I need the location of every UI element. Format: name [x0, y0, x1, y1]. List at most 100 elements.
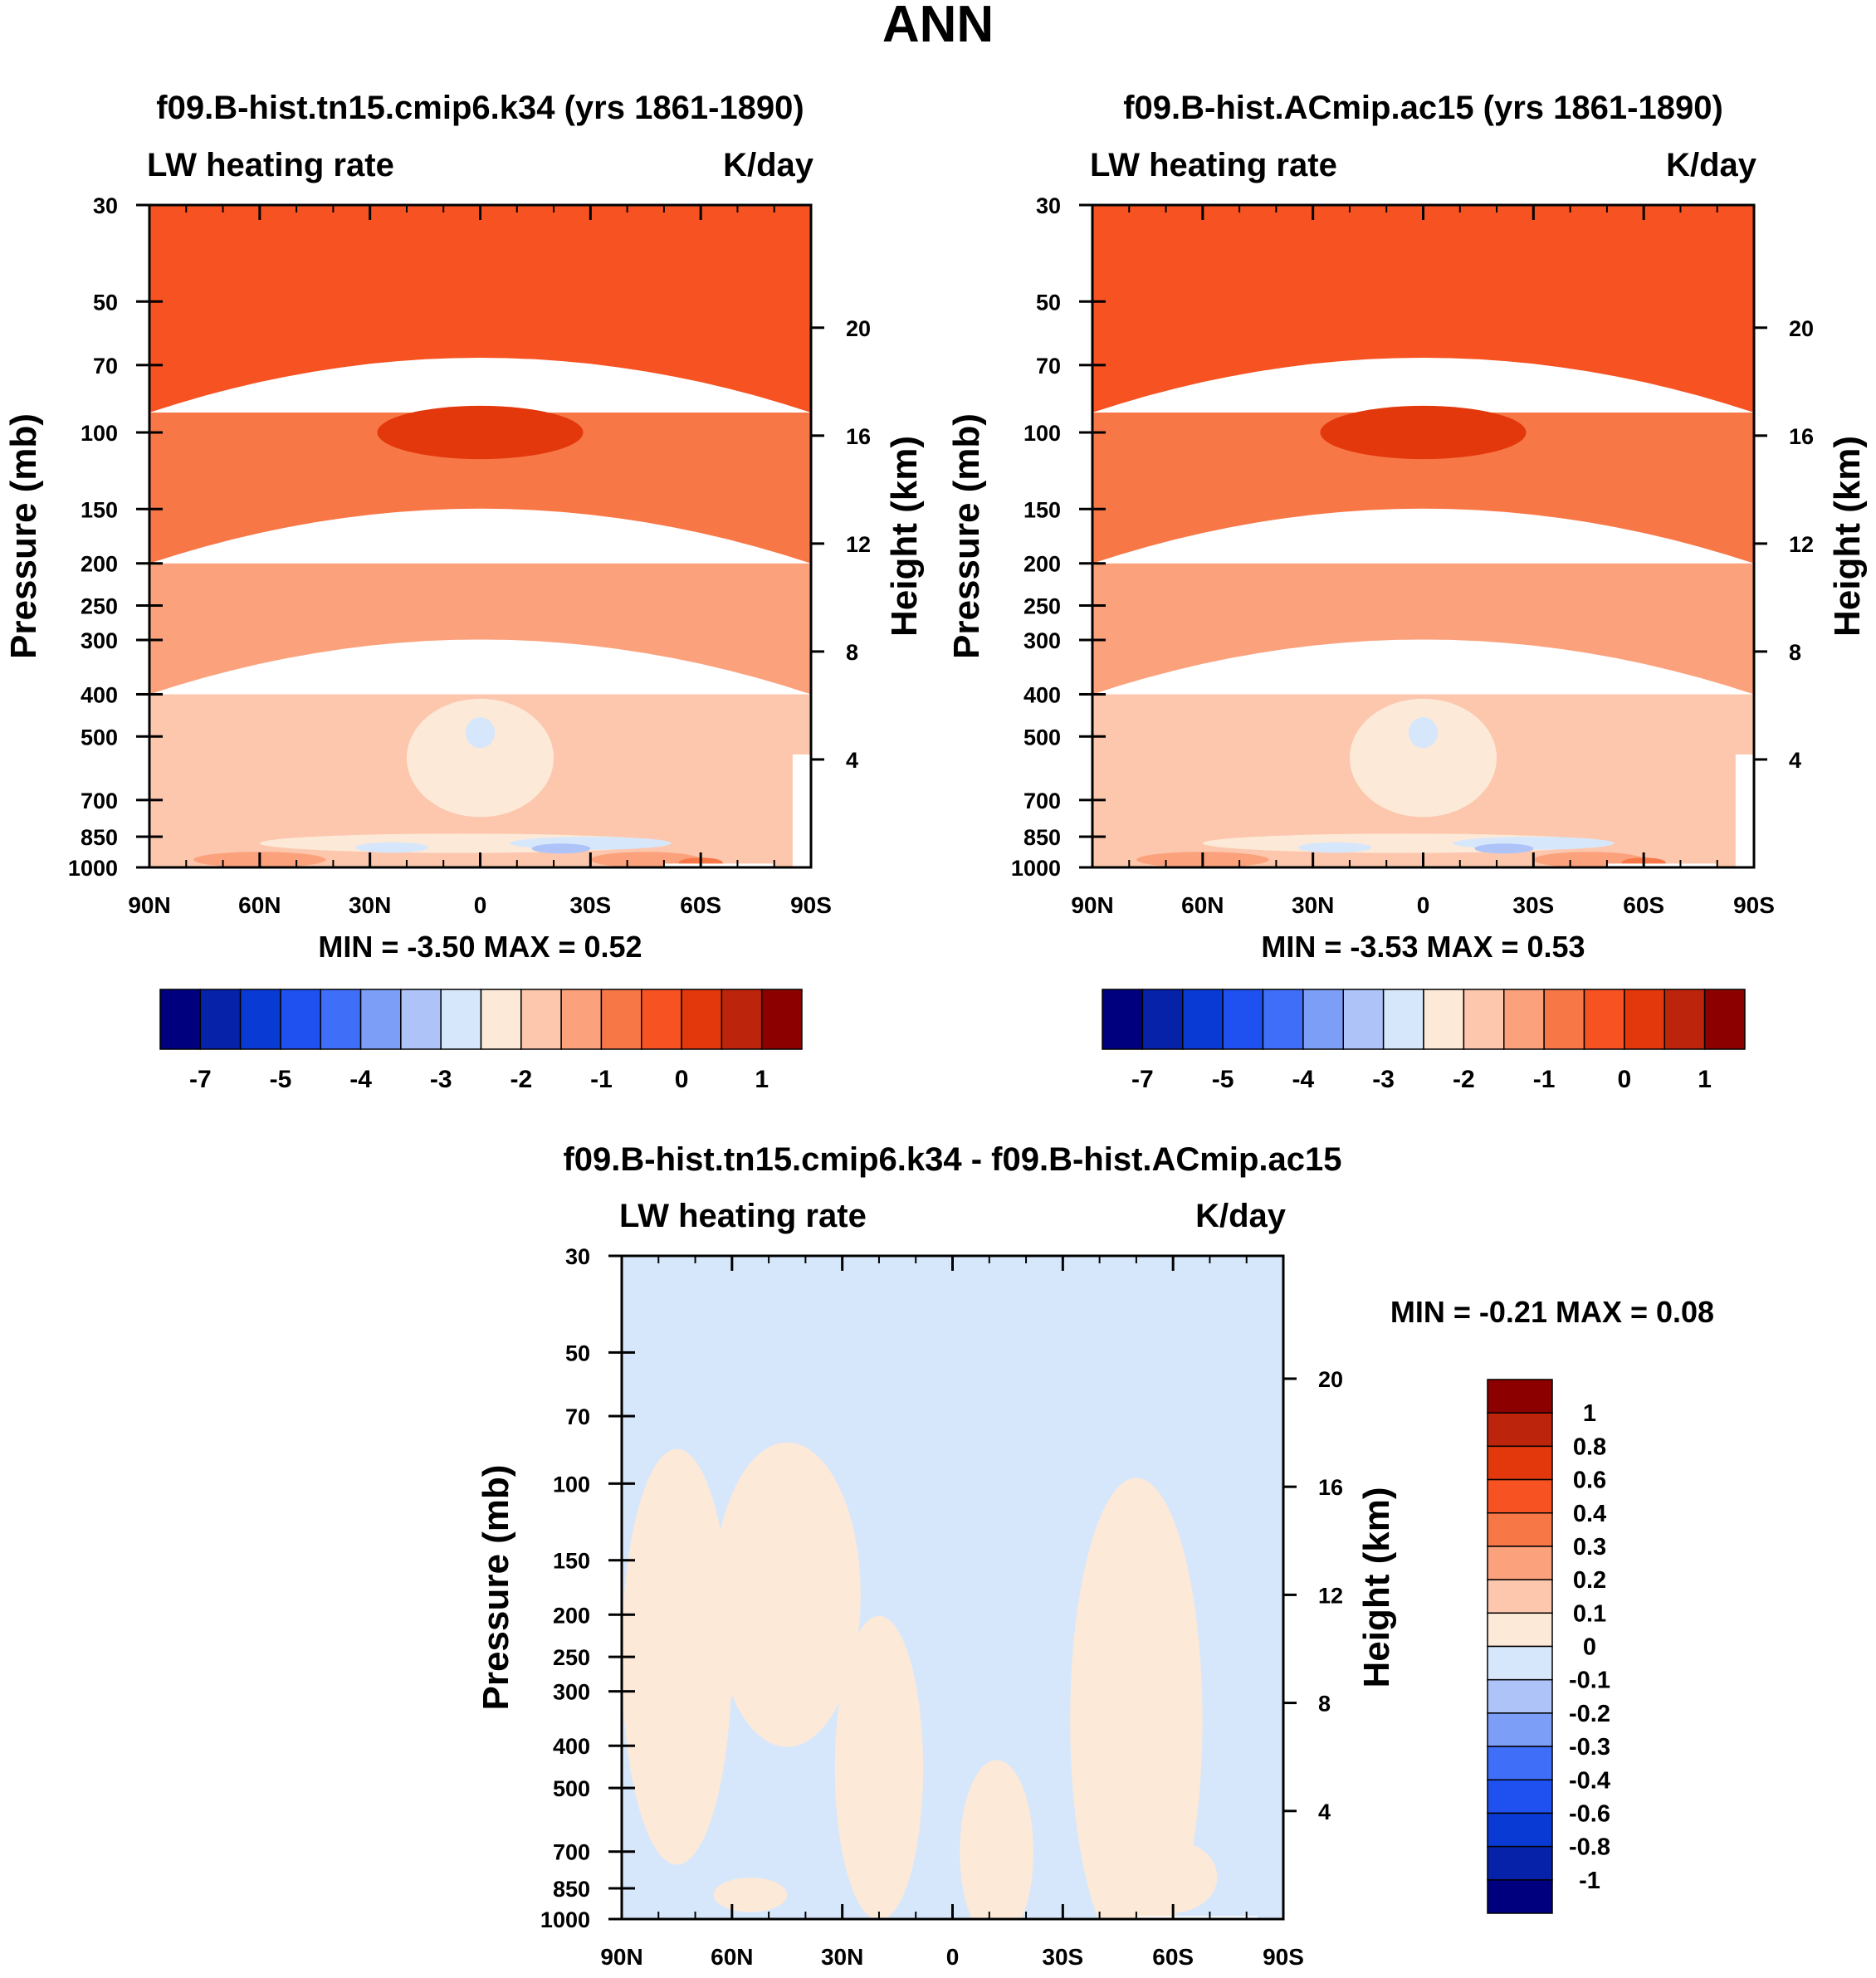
y-tick-label: 400 [81, 682, 118, 707]
colorbar-box [721, 989, 763, 1050]
y-tick-label: 200 [81, 552, 118, 577]
y-tick-label: 300 [553, 1680, 590, 1705]
y-tick-label: 150 [1023, 497, 1061, 522]
y-tick-label: 150 [81, 497, 118, 522]
y-tick-label: 400 [553, 1734, 590, 1759]
field-blob [960, 1760, 1033, 1919]
panel-title: f09.B-hist.tn15.cmip6.k34 (yrs 1861-1890… [156, 90, 804, 126]
y-tick-label: 30 [565, 1244, 590, 1269]
colorbar-box [320, 989, 362, 1050]
field-blob [713, 1442, 861, 1747]
y-tick-label: 250 [81, 594, 118, 619]
colorbar-box [159, 989, 202, 1050]
y2-tick-label: 16 [1789, 424, 1814, 449]
colorbar-box [1487, 1579, 1553, 1614]
missing-data [1136, 1916, 1258, 1919]
colorbar-box [239, 989, 281, 1050]
colorbar-box [681, 989, 723, 1050]
x-tick-label: 30N [821, 1944, 863, 1970]
y-tick-label: 100 [81, 421, 118, 446]
contour-field [149, 205, 811, 867]
colorbar-box [1487, 1812, 1553, 1848]
colorbar-label: 0 [675, 1066, 689, 1093]
colorbar-box [1102, 989, 1144, 1050]
colorbar-box [280, 989, 321, 1050]
y-axis-label: Pressure (mb) [476, 1465, 516, 1711]
colorbar-label: 0.1 [1573, 1600, 1606, 1627]
y-tick-label: 50 [565, 1341, 590, 1365]
colorbar-label: 0.8 [1573, 1433, 1606, 1460]
colorbar-box [1487, 1546, 1553, 1580]
y-tick-label: 30 [93, 193, 118, 218]
field-blob [1474, 843, 1534, 854]
y-tick-label: 400 [1023, 682, 1061, 707]
y-tick-label: 30 [1036, 193, 1061, 218]
figure-title: ANN [882, 0, 994, 53]
x-tick-label: 30N [349, 892, 391, 918]
y-tick-label: 500 [1023, 725, 1061, 750]
colorbar-box [1487, 1779, 1553, 1814]
colorbar-label: -2 [510, 1066, 532, 1093]
units-label: K/day [1195, 1198, 1287, 1234]
y-tick-label: 50 [93, 290, 118, 315]
colorbar-box [1503, 989, 1545, 1050]
x-tick-label: 30S [1512, 892, 1554, 918]
colorbar-box [480, 989, 522, 1050]
x-tick-label: 90S [1263, 1944, 1304, 1970]
field-blob [406, 698, 554, 818]
y2-tick-label: 12 [846, 532, 871, 557]
colorbar-label: 0.2 [1573, 1567, 1606, 1594]
y2-axis-label: Height (km) [1356, 1487, 1397, 1688]
field-blob [590, 852, 701, 867]
x-tick-label: 60N [238, 892, 281, 918]
field-band [1092, 563, 1754, 695]
y-tick-label: 300 [1023, 628, 1061, 653]
colorbar-box [1487, 1612, 1553, 1648]
x-tick-label: 60S [680, 892, 721, 918]
min-max-stats: MIN = -0.21 MAX = 0.08 [1390, 1295, 1714, 1329]
colorbar-box [760, 989, 803, 1050]
missing-data [1735, 754, 1754, 867]
colorbar-box [1487, 1879, 1553, 1914]
x-tick-label: 0 [1417, 892, 1430, 918]
field-blob [531, 843, 591, 854]
colorbar-label: -0.4 [1569, 1767, 1610, 1794]
colorbar-box [641, 989, 682, 1050]
y2-axis-label: Height (km) [884, 436, 925, 637]
left-label: LW heating rate [619, 1198, 867, 1234]
colorbar-box [1487, 1645, 1553, 1681]
y-tick-label: 50 [1036, 290, 1061, 315]
field-blob [1320, 405, 1527, 460]
colorbar-label: -1 [590, 1066, 613, 1093]
x-tick-label: 60N [1181, 892, 1224, 918]
colorbar-label: -1 [1533, 1066, 1556, 1093]
y2-tick-label: 16 [1318, 1475, 1343, 1500]
field-blob [713, 1878, 788, 1912]
field-blob [1297, 842, 1372, 853]
y-tick-label: 100 [553, 1472, 590, 1497]
colorbar-box [600, 989, 642, 1050]
field-band [149, 205, 811, 413]
colorbar-box [1663, 989, 1706, 1050]
colorbar-label: 1 [1698, 1066, 1712, 1093]
y2-tick-label: 8 [846, 640, 858, 665]
y-tick-label: 850 [1023, 825, 1061, 850]
colorbar-box [1487, 1712, 1553, 1747]
colorbar-box [359, 989, 402, 1050]
missing-data [792, 754, 811, 867]
colorbar-label: -0.1 [1569, 1668, 1610, 1694]
colorbar-label: -0.8 [1569, 1834, 1610, 1861]
colorbar-label: -0.6 [1569, 1800, 1610, 1827]
y-tick-label: 250 [1023, 594, 1061, 619]
colorbar-box [1583, 989, 1625, 1050]
colorbar-label: -4 [349, 1066, 372, 1093]
left-label: LW heating rate [1090, 147, 1337, 183]
y-tick-label: 500 [553, 1776, 590, 1801]
y-tick-label: 700 [1023, 789, 1061, 813]
min-max-stats: MIN = -3.50 MAX = 0.52 [318, 930, 642, 964]
colorbar-label: -0.2 [1569, 1701, 1610, 1727]
y-tick-label: 850 [553, 1877, 590, 1902]
y-tick-label: 70 [565, 1404, 590, 1429]
units-label: K/day [723, 147, 814, 183]
y-tick-label: 70 [1036, 354, 1061, 379]
